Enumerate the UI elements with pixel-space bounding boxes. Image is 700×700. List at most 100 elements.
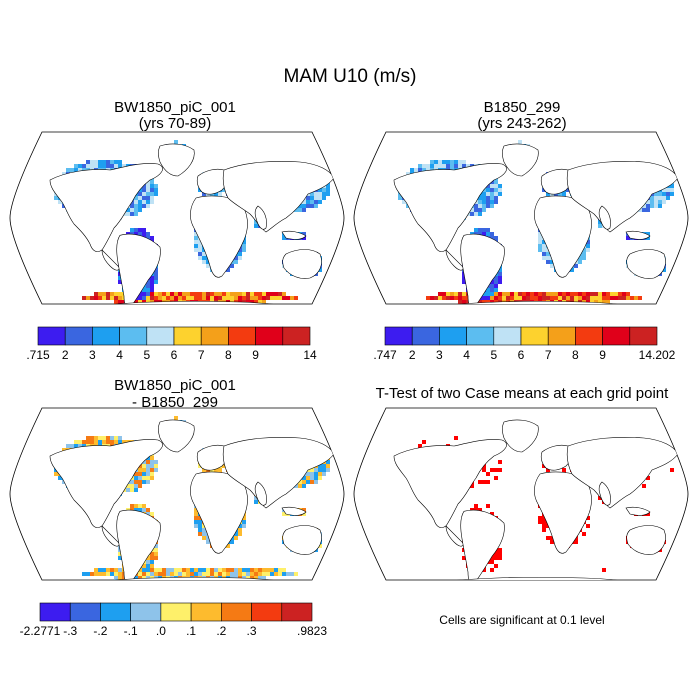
map-cell bbox=[474, 228, 478, 232]
colorbar-tick-label: 6 bbox=[171, 348, 178, 362]
map-cell bbox=[302, 512, 306, 516]
map-cell bbox=[162, 296, 166, 300]
map-cell bbox=[570, 296, 574, 300]
map-cell bbox=[198, 520, 202, 524]
map-cell bbox=[114, 292, 118, 296]
map-cell bbox=[138, 484, 142, 488]
map-cell bbox=[226, 572, 230, 576]
map-cell bbox=[150, 292, 154, 296]
map-cell bbox=[178, 296, 182, 300]
map-cell bbox=[478, 204, 482, 208]
map-cell bbox=[66, 444, 70, 448]
map-cell bbox=[422, 168, 426, 172]
map-cell bbox=[118, 280, 122, 284]
map-cell bbox=[670, 468, 674, 472]
map-cell bbox=[250, 292, 254, 296]
panel-diff-title-line1: BW1850_piC_001 bbox=[114, 377, 236, 394]
panel-case1-colorbar: .715 2 3 4 5 6 7 8 9 14 bbox=[26, 326, 317, 362]
map-cell bbox=[254, 224, 258, 228]
map-cell bbox=[662, 192, 666, 196]
map-cell bbox=[550, 296, 554, 300]
map-cell bbox=[302, 236, 306, 240]
colorbar-tick-label: 4 bbox=[463, 348, 470, 362]
panel-case2-title-line1: B1850_299 bbox=[484, 99, 561, 116]
map-cell bbox=[246, 576, 250, 580]
map-cell bbox=[86, 296, 90, 300]
map-cell bbox=[182, 292, 186, 296]
map-cell bbox=[482, 200, 486, 204]
panel-case1: BW1850_piC_001 (yrs 70-89) .715 2 3 4 5 6 7 8 9 1… bbox=[9, 99, 345, 362]
map-cell bbox=[118, 276, 122, 280]
map-cell bbox=[662, 200, 666, 204]
map-cell bbox=[102, 440, 106, 444]
map-cell bbox=[646, 208, 650, 212]
map-cell bbox=[186, 568, 190, 572]
colorbar-tick-label: .3 bbox=[247, 624, 257, 638]
map-cell bbox=[658, 204, 662, 208]
map-cell bbox=[490, 232, 494, 236]
map-cell bbox=[418, 164, 422, 168]
map-cell bbox=[106, 164, 110, 168]
map-cell bbox=[114, 164, 118, 168]
map-cell bbox=[198, 240, 202, 244]
map-cell bbox=[450, 160, 454, 164]
map-cell bbox=[218, 292, 222, 296]
map-cell bbox=[498, 556, 502, 560]
map-cell bbox=[446, 160, 450, 164]
map-cell bbox=[122, 576, 126, 580]
map-cell bbox=[142, 292, 146, 296]
map-cell bbox=[226, 296, 230, 300]
map-cell bbox=[642, 484, 646, 488]
map-cell bbox=[150, 564, 154, 568]
map-cell bbox=[134, 204, 138, 208]
map-cell bbox=[86, 572, 90, 576]
map-cell bbox=[478, 508, 482, 512]
map-cell bbox=[254, 296, 258, 300]
map-cell bbox=[146, 468, 150, 472]
map-cell bbox=[122, 164, 126, 168]
map-cell bbox=[78, 164, 82, 168]
map-cell bbox=[298, 208, 302, 212]
map-cell bbox=[302, 204, 306, 208]
map-cell bbox=[150, 200, 154, 204]
map-cell bbox=[242, 240, 246, 244]
map-cell bbox=[538, 236, 542, 240]
map-cell bbox=[482, 296, 486, 300]
map-cell bbox=[546, 256, 550, 260]
map-cell bbox=[494, 196, 498, 200]
map-cell bbox=[266, 572, 270, 576]
map-cell bbox=[538, 516, 542, 520]
map-cell bbox=[302, 476, 306, 480]
map-cell bbox=[94, 292, 98, 296]
map-cell bbox=[434, 164, 438, 168]
map-cell bbox=[586, 516, 590, 520]
map-cell bbox=[198, 248, 202, 252]
map-cell bbox=[278, 292, 282, 296]
map-cell bbox=[418, 444, 422, 448]
map-cell bbox=[462, 276, 466, 280]
map-cell bbox=[306, 472, 310, 476]
map-cell bbox=[194, 516, 198, 520]
map-cell bbox=[542, 516, 546, 520]
map-cell bbox=[482, 300, 486, 304]
map-cell bbox=[490, 188, 494, 192]
map-cell bbox=[546, 468, 550, 472]
map-cell bbox=[454, 292, 458, 296]
map-cell bbox=[574, 296, 578, 300]
map-cell bbox=[606, 296, 610, 300]
map-cell bbox=[494, 200, 498, 204]
map-cell bbox=[146, 456, 150, 460]
map-cell bbox=[510, 296, 514, 300]
map-cell bbox=[306, 196, 310, 200]
map-cell bbox=[426, 168, 430, 172]
map-cell bbox=[194, 292, 198, 296]
map-cell bbox=[310, 200, 314, 204]
map-cell bbox=[166, 572, 170, 576]
map-cell bbox=[106, 292, 110, 296]
panel-case1-title-line2: (yrs 70-89) bbox=[139, 115, 212, 132]
map-cell bbox=[106, 436, 110, 440]
map-cell bbox=[154, 544, 158, 548]
map-cell bbox=[490, 284, 494, 288]
map-cell bbox=[306, 476, 310, 480]
map-cell bbox=[154, 296, 158, 300]
